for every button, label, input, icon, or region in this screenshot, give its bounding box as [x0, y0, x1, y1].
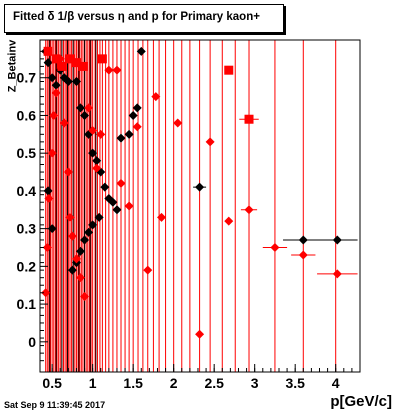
chart-title-box: Fitted δ 1/β versus η and p for Primary …: [4, 4, 284, 33]
data-point: [67, 265, 77, 275]
data-point: [195, 182, 205, 192]
data-point: [51, 88, 61, 98]
data-point: [88, 220, 98, 230]
data-point: [76, 273, 86, 283]
x-tick-label: 2: [170, 375, 178, 391]
data-point: [65, 212, 75, 222]
data-point: [51, 54, 61, 64]
data-point: [100, 182, 110, 192]
data-point: [108, 197, 118, 207]
data-point: [41, 288, 51, 298]
data-point: [71, 58, 81, 68]
data-point: [116, 133, 126, 143]
data-point: [59, 118, 69, 128]
data-point: [47, 148, 57, 158]
data-point: [80, 235, 90, 245]
data-point: [43, 186, 53, 196]
data-point: [84, 227, 94, 237]
x-tick-label: 4: [332, 375, 340, 391]
y-tick-label: 0.1: [17, 296, 37, 312]
data-point: [124, 201, 134, 211]
data-point: [104, 65, 114, 75]
data-point: [332, 269, 342, 279]
data-point: [132, 103, 142, 113]
data-point: [78, 61, 88, 71]
data-point: [47, 224, 57, 234]
data-point: [270, 243, 280, 252]
y-tick-label: 0: [28, 334, 36, 350]
data-point: [88, 126, 98, 136]
data-point: [173, 118, 183, 128]
y-tick-label: 0.4: [17, 183, 37, 199]
data-point: [57, 61, 67, 71]
data-point: [43, 46, 53, 56]
data-point: [151, 92, 161, 102]
data-point: [80, 292, 90, 302]
data-point: [92, 163, 102, 173]
data-point: [88, 148, 98, 158]
data-point: [205, 137, 215, 147]
data-point: [298, 235, 308, 245]
data-point: [332, 235, 342, 245]
data-point: [71, 254, 81, 264]
data-point: [71, 77, 81, 86]
data-point: [298, 250, 308, 260]
data-point: [47, 73, 57, 83]
x-axis-label: p[GeV/c]: [330, 393, 392, 410]
x-tick-label: 1.5: [123, 375, 143, 391]
data-point: [51, 80, 61, 90]
data-point: [94, 212, 104, 222]
data-point: [224, 65, 234, 75]
data-point: [143, 265, 153, 275]
x-tick-label: 1: [89, 375, 97, 391]
y-tick-label: 0.7: [17, 70, 37, 86]
y-tick-label: 0.5: [17, 145, 37, 161]
data-point: [76, 103, 86, 113]
data-point: [112, 205, 122, 215]
y-axis-label: Z_Betainv: [6, 39, 19, 93]
axes: 0.5 1 1.5 2 2.5 3 3.5 4 0 0.1 0.2 0.3 0.4 0.5 0.6 0.7: [17, 39, 361, 391]
data-point: [80, 110, 90, 120]
data-point: [63, 167, 73, 177]
data-point: [128, 110, 138, 120]
y-tick-label: 0.2: [17, 258, 37, 274]
data-point: [49, 110, 59, 120]
chart-title: Fitted δ 1/β versus η and p for Primary …: [13, 11, 260, 23]
data-point: [157, 212, 167, 222]
data-point: [65, 54, 75, 64]
data-point: [42, 243, 52, 252]
data-point: [96, 129, 106, 139]
data-point: [67, 231, 77, 241]
data-point: [44, 193, 54, 203]
y-tick-label: 0.3: [17, 221, 37, 237]
data-point: [92, 156, 102, 166]
x-tick-label: 3: [251, 375, 259, 391]
y-tick-label: 0.6: [17, 107, 37, 123]
data-points: [41, 46, 342, 339]
data-point: [43, 58, 53, 68]
data-point: [63, 77, 73, 86]
data-point: [124, 129, 134, 139]
data-point: [244, 114, 254, 124]
data-point: [97, 54, 107, 64]
error-bars: [45, 40, 358, 372]
data-point: [112, 65, 122, 75]
data-point: [195, 329, 205, 339]
data-point: [132, 122, 142, 132]
x-tick-label: 0.5: [42, 375, 62, 391]
data-point: [136, 46, 146, 56]
data-point: [224, 216, 234, 226]
data-point: [116, 178, 126, 188]
data-point: [244, 205, 254, 215]
x-tick-label: 2.5: [204, 375, 224, 391]
data-point: [76, 246, 86, 256]
data-point: [84, 103, 94, 113]
x-tick-label: 3.5: [285, 375, 305, 391]
plot-border: [39, 39, 361, 373]
timestamp-label: Sat Sep 9 11:39:45 2017: [4, 400, 106, 410]
